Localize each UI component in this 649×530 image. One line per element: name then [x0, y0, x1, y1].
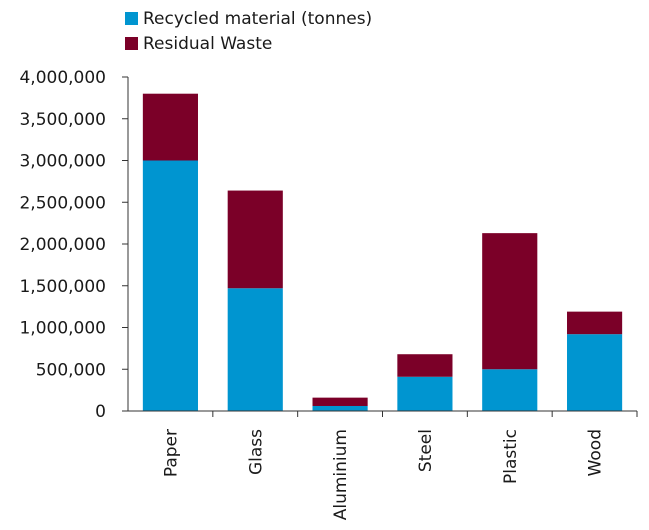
legend-label-2: Residual Waste	[143, 34, 272, 54]
x-tick-label: Glass	[246, 429, 266, 475]
bar-plastic-series-1	[482, 369, 538, 411]
x-tick-label: Wood	[586, 429, 606, 476]
x-tick-label: Aluminium	[331, 429, 351, 520]
x-tick-label: Steel	[416, 429, 436, 472]
x-tick-label: Plastic	[501, 429, 521, 484]
x-tick-label: Paper	[161, 429, 181, 477]
legend: Recycled material (tonnes) Residual Waste	[125, 9, 372, 54]
y-tick-label: 2,500,000	[19, 193, 106, 213]
legend-label-1: Recycled material (tonnes)	[143, 9, 372, 29]
y-axis: 0 500,000 1,000,000 1,500,000 2,000,000 2,500…	[19, 68, 129, 422]
bar-plastic-series-2	[482, 233, 538, 370]
bar-steel-series-1	[397, 376, 453, 411]
legend-swatch-2	[125, 37, 138, 50]
bar-paper-series-1	[142, 160, 198, 411]
bar-wood-series-2	[567, 311, 623, 335]
bar-aluminium-series-2	[312, 397, 368, 406]
bar-glass-series-2	[227, 190, 283, 289]
y-tick-label: 2,000,000	[19, 235, 106, 255]
y-tick-label: 3,000,000	[19, 152, 106, 172]
y-tick-label: 4,000,000	[19, 68, 106, 88]
bar-glass-series-1	[227, 288, 283, 411]
y-tick-label: 1,500,000	[19, 277, 106, 297]
x-axis: Paper Glass Aluminium Steel Plastic Wood	[128, 410, 638, 520]
bar-wood-series-1	[567, 334, 623, 411]
bar-aluminium-series-1	[312, 405, 368, 411]
legend-swatch-1	[125, 12, 138, 25]
bar-steel-series-2	[397, 354, 453, 377]
bar-paper-series-2	[142, 93, 198, 161]
bars	[142, 93, 623, 411]
y-tick-label: 3,500,000	[19, 110, 106, 130]
y-tick-label: 500,000	[36, 360, 106, 380]
y-tick-label: 0	[95, 402, 106, 422]
y-tick-label: 1,000,000	[19, 319, 106, 339]
